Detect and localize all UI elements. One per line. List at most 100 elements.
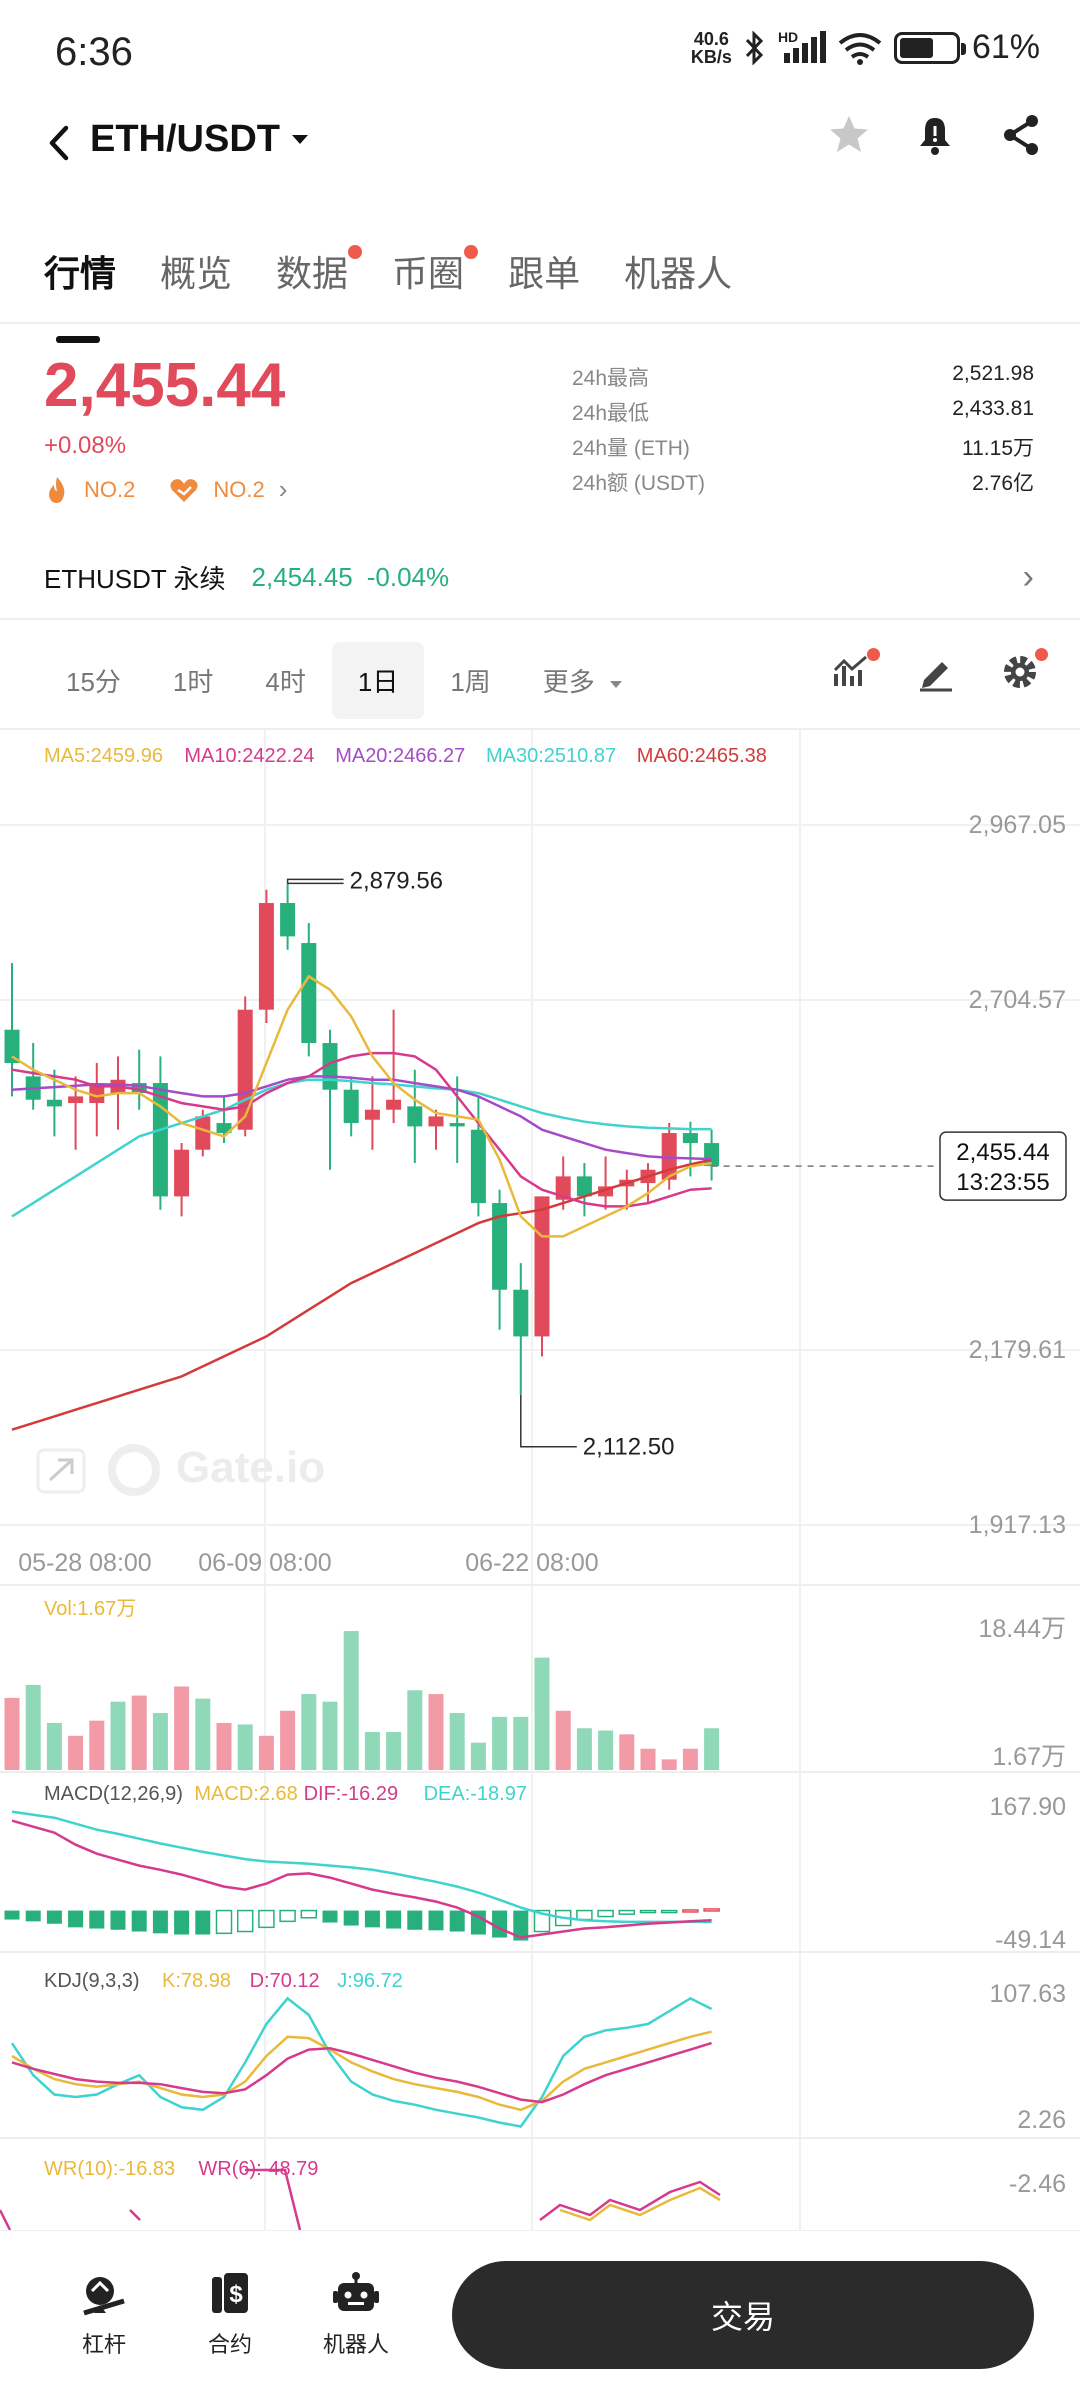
macd-hist-bar [89,1910,105,1929]
volume-bar [110,1701,126,1770]
macd-hist-bar [492,1910,508,1938]
price-alert-bell-icon[interactable] [912,112,958,158]
interval-1时[interactable]: 1时 [172,667,214,697]
ma5-line [11,974,712,1238]
interval-divider [0,728,1080,730]
settings-dot [1035,648,1048,661]
macd-hist-bar [279,1909,296,1923]
candle-body [216,1123,232,1134]
notification-dot [348,245,363,259]
tab-2[interactable]: 数据 [276,245,363,297]
stat-label: 24h量 (ETH) [572,437,690,460]
tab-4[interactable]: 跟单 [508,253,581,294]
nav-futures[interactable]: $ 合约 [180,2271,280,2359]
wr-legend-item: WR(10):-16.83 [44,2158,175,2180]
candle [470,1096,486,1217]
volume-bar [4,1697,20,1770]
pair-selector[interactable]: ETH/USDT [90,118,310,161]
macd-hist-bar [618,1909,636,1915]
candle-body [131,1083,147,1094]
candle-body [704,1143,720,1167]
interval-15分[interactable]: 15分 [66,667,121,697]
back-icon[interactable] [40,118,80,168]
macd-hist-bar [131,1910,147,1932]
nav-futures-label: 合约 [207,2332,252,2357]
candle-body [492,1203,508,1290]
candlestick-chart[interactable]: MA5:2459.96 MA10:2422.24 MA20:2466.27 MA30:… [0,730,1080,2230]
favorite-rank: NO.2 [213,476,265,502]
candle-body [682,1133,698,1144]
draw-pen-icon[interactable] [916,652,956,692]
volume-bar [682,1748,698,1770]
tab-0[interactable]: 行情 [44,245,116,343]
chevron-right-icon: › [1022,558,1034,596]
section-divider [0,618,1080,620]
volume-bar [258,1735,274,1770]
macd-hist-bar [322,1910,338,1923]
perpetual-row[interactable]: ETHUSDT 永续 2,454.45 -0.04% › [44,558,1034,597]
low-marker-line [520,1394,577,1448]
settings-gear-icon[interactable] [1000,648,1048,692]
volume-axis-label: 1.67万 [992,1743,1066,1771]
macd-label: MACD(12,26,9) [44,1783,183,1805]
expand-icon [36,1448,86,1494]
volume-bar [280,1710,296,1770]
share-icon[interactable] [998,112,1044,158]
volume-bar [364,1732,380,1770]
interval-4时[interactable]: 4时 [265,667,306,697]
candle-body [68,1096,84,1104]
volume-bar [619,1734,635,1770]
nav-bot[interactable]: 机器人 [306,2271,406,2359]
ma-legend-item: MA20:2466.27 [335,745,465,767]
24h-stats: 24h最高 2,521.98 24h最低 2,433.81 24h量 (ETH) 11.1… [572,362,1034,502]
cellular-signal-icon: HD [778,29,826,65]
time-axis-label: 06-09 08:00 [198,1549,331,1577]
macd-hist-bar [46,1910,62,1924]
tab-1[interactable]: 概览 [160,253,233,294]
low-price-label: 2,112.50 [583,1434,675,1461]
nav-bot-label: 机器人 [322,2332,389,2357]
high-marker-leader [286,878,344,884]
macd-hist-bar [386,1910,402,1929]
candle [704,1129,720,1181]
tab-5[interactable]: 机器人 [624,253,733,294]
wifi-icon [838,32,882,65]
volume-bar [492,1716,508,1770]
bluetooth-icon [745,30,764,65]
kdj-axis-label: 107.63 [990,1980,1066,2008]
volume-bar [322,1701,338,1770]
volume-bar [555,1710,571,1770]
candle [513,1263,529,1395]
tab-3[interactable]: 币圈 [392,245,479,297]
volume-bar [68,1735,84,1770]
favorite-star-icon[interactable] [826,112,872,158]
ma-legend-item: MA60:2465.38 [637,745,767,767]
kdj-legend-item: J:96.72 [337,1970,403,1992]
macd-hist-bar [513,1910,529,1941]
indicator-icon[interactable] [832,648,880,692]
interval-more[interactable]: 更多 [517,642,650,719]
status-bar-icons: 40.6 KB/s HD 61% [691,28,1040,67]
gate-logo-icon [108,1444,160,1496]
notification-dot [464,245,479,259]
stat-row: 24h最高 2,521.98 [572,362,1034,397]
macd-legend-item: DIF:-16.29 [304,1783,398,1805]
interval-1日[interactable]: 1日 [331,642,425,719]
macd-hist-bar [639,1909,657,1914]
trade-button[interactable]: 交易 [452,2261,1034,2369]
candle [534,1196,550,1357]
kdj-label: KDJ(9,3,3) [44,1970,140,1992]
volume-bar [640,1748,656,1770]
interval-1周[interactable]: 1周 [450,667,491,697]
rank-badges[interactable]: NO.2 NO.2 › [44,474,287,505]
candle [598,1156,614,1210]
nav-leverage[interactable]: 杠杆 [54,2271,154,2359]
chevron-right-icon: › [278,474,288,504]
macd-hist-bar [152,1910,168,1934]
last-price: 2,455.44 [44,351,286,420]
ma30-line [11,1078,712,1218]
candle-body [195,1116,211,1150]
candle-body [89,1083,105,1104]
candle-body [534,1196,550,1337]
macd-hist-bar [195,1910,211,1935]
